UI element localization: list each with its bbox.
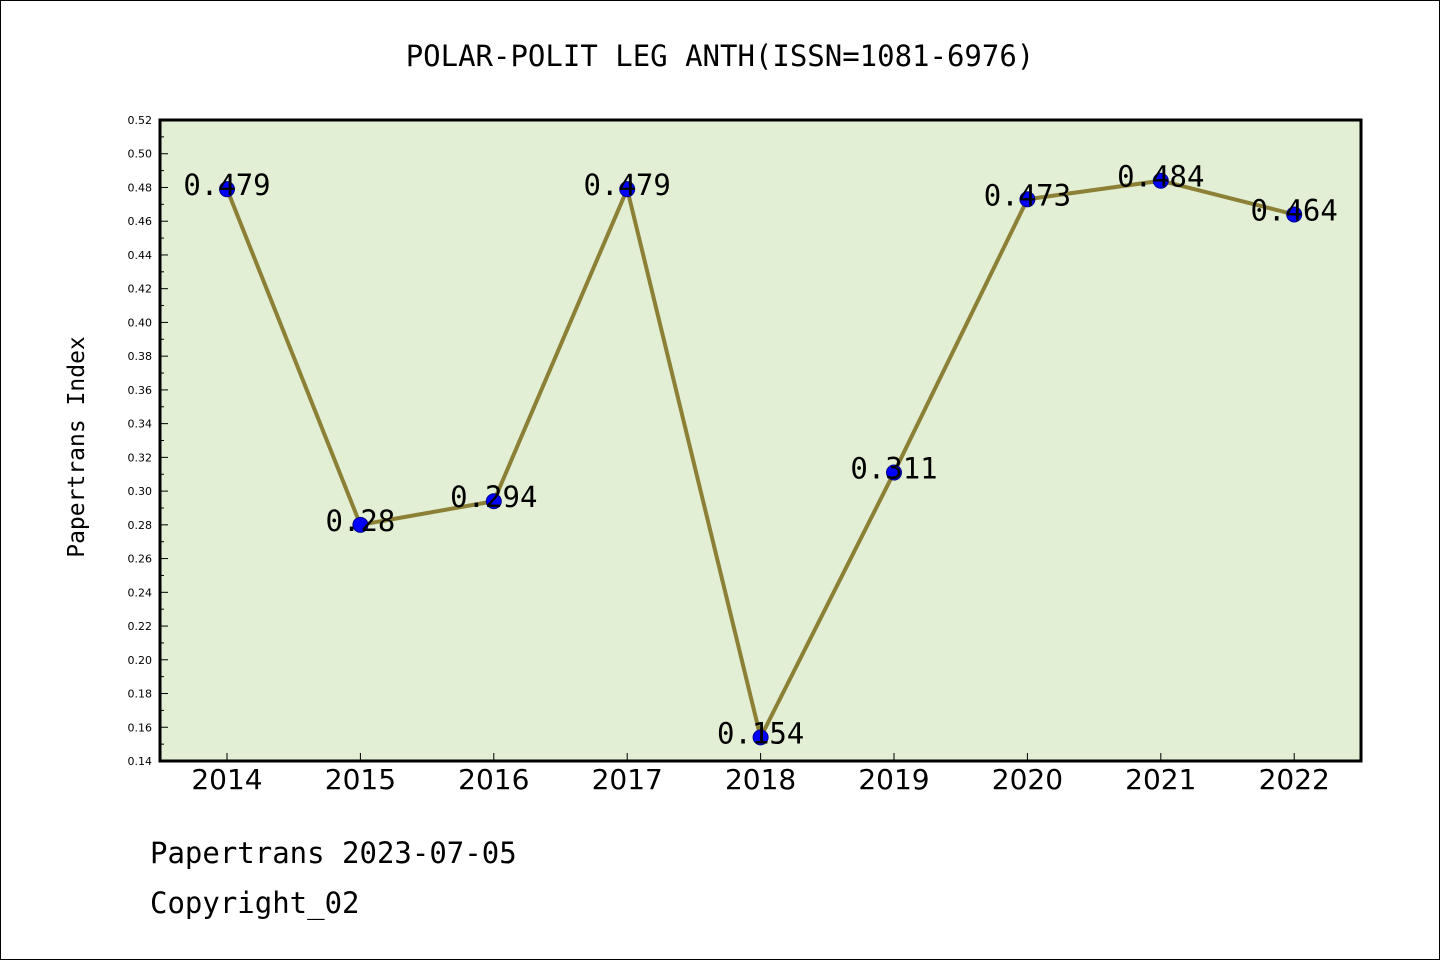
y-tick-label: 0.22 xyxy=(128,620,153,633)
data-point xyxy=(1152,172,1169,189)
data-label: 0.479 xyxy=(584,168,671,202)
plot-border xyxy=(158,118,1363,763)
data-point xyxy=(752,729,769,746)
y-tick-label: 0.18 xyxy=(128,688,153,701)
y-tick-label: 0.20 xyxy=(128,654,153,667)
y-tick-label: 0.36 xyxy=(128,384,153,397)
x-tick-label: 2020 xyxy=(992,763,1063,796)
x-tick-label: 2018 xyxy=(725,763,796,796)
y-tick-label: 0.16 xyxy=(128,721,153,734)
y-tick-label: 0.48 xyxy=(128,181,153,194)
data-point xyxy=(886,464,902,481)
footer-copyright: Copyright_02 xyxy=(150,886,360,920)
y-tick-label: 0.26 xyxy=(128,553,153,566)
data-point xyxy=(485,493,502,510)
data-label: 0.311 xyxy=(850,452,937,486)
data-point xyxy=(619,181,636,198)
y-tick-label: 0.24 xyxy=(128,586,153,599)
y-tick-label: 0.38 xyxy=(128,350,153,363)
x-tick-label: 2022 xyxy=(1259,763,1330,796)
data-label: 0.294 xyxy=(450,480,537,514)
y-tick-label: 0.44 xyxy=(128,249,153,262)
y-tick-label: 0.42 xyxy=(128,283,153,296)
data-label: 0.28 xyxy=(325,504,395,538)
x-tick-label: 2016 xyxy=(458,763,529,796)
data-point xyxy=(1019,191,1036,208)
y-tick-label: 0.46 xyxy=(128,215,153,228)
data-point xyxy=(219,181,235,198)
x-tick-label: 2017 xyxy=(592,763,663,796)
y-tick-label: 0.34 xyxy=(128,418,153,431)
data-label: 0.154 xyxy=(717,716,804,750)
y-tick-label: 0.40 xyxy=(128,316,153,329)
data-labels: 0.479 0.28 0.294 0.479 0.154 0.311 0.473 0.484 0… xyxy=(183,160,1338,751)
x-tick-label: 2019 xyxy=(858,763,929,796)
y-axis-label: Papertrans Index xyxy=(64,336,90,558)
data-point xyxy=(1286,206,1303,223)
data-markers xyxy=(219,172,1303,746)
plot-area xyxy=(160,120,1361,761)
data-label: 0.464 xyxy=(1251,193,1338,227)
y-tick-label: 0.28 xyxy=(128,519,153,532)
y-tick-label: 0.50 xyxy=(128,148,153,161)
data-point xyxy=(352,516,369,533)
x-axis-ticks: 2014 2015 2016 2017 2018 2019 2020 2021 2022 xyxy=(191,753,1330,796)
x-tick-label: 2015 xyxy=(325,763,396,796)
y-tick-label: 0.30 xyxy=(128,485,153,498)
chart-title: POLAR-POLIT LEG ANTH(ISSN=1081-6976) xyxy=(406,39,1035,73)
x-tick-label: 2014 xyxy=(191,763,262,796)
y-tick-label: 0.52 xyxy=(128,114,153,127)
y-tick-label: 0.32 xyxy=(128,451,153,464)
data-label: 0.473 xyxy=(984,178,1071,212)
data-label: 0.479 xyxy=(183,168,270,202)
x-tick-label: 2021 xyxy=(1125,763,1196,796)
y-tick-label: 0.14 xyxy=(128,755,153,768)
data-label: 0.484 xyxy=(1117,160,1204,194)
footer-date: Papertrans 2023-07-05 xyxy=(150,836,517,870)
